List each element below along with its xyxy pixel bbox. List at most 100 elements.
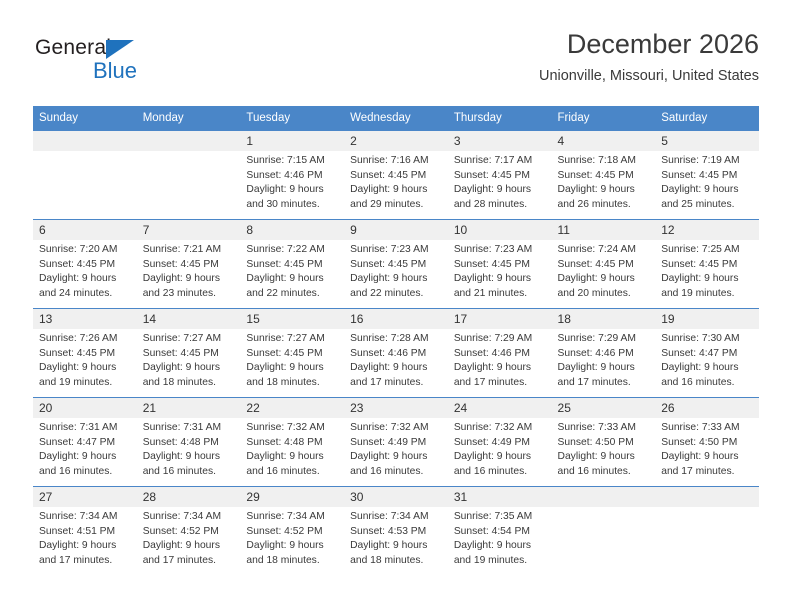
day-cell[interactable]: 15 Sunrise: 7:27 AM Sunset: 4:45 PM Dayl… <box>240 308 345 398</box>
day-cell[interactable]: 8 Sunrise: 7:22 AM Sunset: 4:45 PM Dayli… <box>240 219 345 309</box>
sunrise-text: Sunrise: 7:23 AM <box>350 244 429 255</box>
day-number: 17 <box>447 309 552 329</box>
sunset-text: Sunset: 4:45 PM <box>39 258 116 270</box>
day-details: Sunrise: 7:16 AM Sunset: 4:45 PM Dayligh… <box>344 151 448 212</box>
page-subtitle: Unionville, Missouri, United States <box>538 68 759 84</box>
day-cell[interactable]: 10 Sunrise: 7:23 AM Sunset: 4:45 PM Dayl… <box>447 219 552 309</box>
sunrise-text: Sunrise: 7:34 AM <box>39 511 118 522</box>
day-cell[interactable]: 2 Sunrise: 7:16 AM Sunset: 4:45 PM Dayli… <box>344 131 448 220</box>
day-cell[interactable]: 22 Sunrise: 7:32 AM Sunset: 4:48 PM Dayl… <box>240 397 345 487</box>
daylight-text-line2: and 17 minutes. <box>39 554 113 566</box>
day-cell[interactable]: 18 Sunrise: 7:29 AM Sunset: 4:46 PM Dayl… <box>551 308 656 398</box>
sunset-text: Sunset: 4:46 PM <box>350 347 427 359</box>
day-cell[interactable]: 6 Sunrise: 7:20 AM Sunset: 4:45 PM Dayli… <box>33 219 137 309</box>
day-cell[interactable]: 26 Sunrise: 7:33 AM Sunset: 4:50 PM Dayl… <box>655 397 759 487</box>
day-cell[interactable]: 4 Sunrise: 7:18 AM Sunset: 4:45 PM Dayli… <box>551 131 656 220</box>
day-cell[interactable]: 5 Sunrise: 7:19 AM Sunset: 4:45 PM Dayli… <box>655 131 759 220</box>
weekday-header-thursday: Thursday <box>447 106 552 131</box>
sunrise-text: Sunrise: 7:20 AM <box>39 244 118 255</box>
day-cell[interactable]: 13 Sunrise: 7:26 AM Sunset: 4:45 PM Dayl… <box>33 308 137 398</box>
calendar-body: 1 Sunrise: 7:15 AM Sunset: 4:46 PM Dayli… <box>33 131 759 575</box>
page-title: December 2026 <box>566 29 759 59</box>
daylight-text-line1: Daylight: 9 hours <box>661 184 739 196</box>
day-cell[interactable] <box>136 131 241 220</box>
daylight-text-line1: Daylight: 9 hours <box>557 451 635 463</box>
day-cell[interactable]: 30 Sunrise: 7:34 AM Sunset: 4:53 PM Dayl… <box>344 486 448 575</box>
daylight-text-line1: Daylight: 9 hours <box>453 540 532 552</box>
weekday-header-row: Sunday Monday Tuesday Wednesday Thursday… <box>33 106 759 131</box>
week-row: 27 Sunrise: 7:34 AM Sunset: 4:51 PM Dayl… <box>33 486 759 575</box>
day-details: Sunrise: 7:15 AM Sunset: 4:46 PM Dayligh… <box>240 151 344 212</box>
daylight-text-line1: Daylight: 9 hours <box>142 451 220 463</box>
day-cell[interactable]: 14 Sunrise: 7:27 AM Sunset: 4:45 PM Dayl… <box>136 308 241 398</box>
day-details: Sunrise: 7:31 AM Sunset: 4:48 PM Dayligh… <box>137 418 241 479</box>
day-cell[interactable]: 27 Sunrise: 7:34 AM Sunset: 4:51 PM Dayl… <box>33 486 137 575</box>
day-cell[interactable]: 21 Sunrise: 7:31 AM Sunset: 4:48 PM Dayl… <box>136 397 241 487</box>
day-details: Sunrise: 7:35 AM Sunset: 4:54 PM Dayligh… <box>448 507 552 568</box>
general-blue-logo: General Blue <box>33 36 233 90</box>
sunset-text: Sunset: 4:49 PM <box>453 436 530 448</box>
sunrise-text: Sunrise: 7:32 AM <box>246 422 325 433</box>
day-number: 2 <box>344 131 448 151</box>
day-details: Sunrise: 7:34 AM Sunset: 4:53 PM Dayligh… <box>344 507 448 568</box>
daylight-text-line2: and 17 minutes. <box>661 465 735 477</box>
daylight-text-line1: Daylight: 9 hours <box>350 362 428 374</box>
day-cell[interactable]: 1 Sunrise: 7:15 AM Sunset: 4:46 PM Dayli… <box>240 131 345 220</box>
day-details: Sunrise: 7:22 AM Sunset: 4:45 PM Dayligh… <box>240 240 344 301</box>
day-cell[interactable]: 28 Sunrise: 7:34 AM Sunset: 4:52 PM Dayl… <box>136 486 241 575</box>
daylight-text-line1: Daylight: 9 hours <box>142 273 220 285</box>
day-cell[interactable]: 9 Sunrise: 7:23 AM Sunset: 4:45 PM Dayli… <box>344 219 448 309</box>
daylight-text-line2: and 16 minutes. <box>142 465 216 477</box>
day-cell[interactable]: 11 Sunrise: 7:24 AM Sunset: 4:45 PM Dayl… <box>551 219 656 309</box>
day-details: Sunrise: 7:33 AM Sunset: 4:50 PM Dayligh… <box>552 418 656 479</box>
day-cell[interactable]: 16 Sunrise: 7:28 AM Sunset: 4:46 PM Dayl… <box>344 308 448 398</box>
day-number: 14 <box>136 309 241 329</box>
sunset-text: Sunset: 4:45 PM <box>661 258 738 270</box>
day-cell[interactable]: 20 Sunrise: 7:31 AM Sunset: 4:47 PM Dayl… <box>33 397 137 487</box>
sunrise-text: Sunrise: 7:31 AM <box>142 422 222 433</box>
sunset-text: Sunset: 4:45 PM <box>142 258 219 270</box>
daylight-text-line1: Daylight: 9 hours <box>246 184 324 196</box>
sunset-text: Sunset: 4:47 PM <box>39 436 116 448</box>
day-cell[interactable] <box>655 486 759 575</box>
sunrise-text: Sunrise: 7:21 AM <box>142 244 222 255</box>
sunrise-text: Sunrise: 7:34 AM <box>350 511 429 522</box>
day-cell[interactable]: 24 Sunrise: 7:32 AM Sunset: 4:49 PM Dayl… <box>447 397 552 487</box>
day-number: 29 <box>240 487 345 507</box>
day-details: Sunrise: 7:34 AM Sunset: 4:51 PM Dayligh… <box>33 507 137 568</box>
day-cell[interactable]: 19 Sunrise: 7:30 AM Sunset: 4:47 PM Dayl… <box>655 308 759 398</box>
daylight-text-line2: and 19 minutes. <box>39 376 113 388</box>
daylight-text-line2: and 25 minutes. <box>661 198 735 210</box>
daylight-text-line1: Daylight: 9 hours <box>142 362 220 374</box>
day-cell[interactable] <box>33 131 137 220</box>
day-cell[interactable]: 12 Sunrise: 7:25 AM Sunset: 4:45 PM Dayl… <box>655 219 759 309</box>
day-number: 26 <box>655 398 759 418</box>
day-cell[interactable]: 23 Sunrise: 7:32 AM Sunset: 4:49 PM Dayl… <box>344 397 448 487</box>
day-cell[interactable] <box>551 486 656 575</box>
sunrise-text: Sunrise: 7:19 AM <box>661 155 740 166</box>
day-number: 27 <box>33 487 137 507</box>
daylight-text-line2: and 28 minutes. <box>453 198 528 210</box>
daylight-text-line1: Daylight: 9 hours <box>350 273 428 285</box>
day-number: 20 <box>33 398 137 418</box>
day-cell[interactable]: 25 Sunrise: 7:33 AM Sunset: 4:50 PM Dayl… <box>551 397 656 487</box>
daylight-text-line2: and 18 minutes. <box>246 554 320 566</box>
daylight-text-line2: and 22 minutes. <box>246 287 320 299</box>
day-cell[interactable]: 17 Sunrise: 7:29 AM Sunset: 4:46 PM Dayl… <box>447 308 552 398</box>
day-cell[interactable]: 31 Sunrise: 7:35 AM Sunset: 4:54 PM Dayl… <box>447 486 552 575</box>
sunset-text: Sunset: 4:49 PM <box>350 436 427 448</box>
weekday-header-saturday: Saturday <box>655 106 759 131</box>
day-number: 12 <box>655 220 759 240</box>
sunset-text: Sunset: 4:48 PM <box>142 436 219 448</box>
day-cell[interactable]: 29 Sunrise: 7:34 AM Sunset: 4:52 PM Dayl… <box>240 486 345 575</box>
day-details: Sunrise: 7:24 AM Sunset: 4:45 PM Dayligh… <box>552 240 656 301</box>
day-cell[interactable]: 3 Sunrise: 7:17 AM Sunset: 4:45 PM Dayli… <box>447 131 552 220</box>
day-cell[interactable]: 7 Sunrise: 7:21 AM Sunset: 4:45 PM Dayli… <box>136 219 241 309</box>
day-details: Sunrise: 7:27 AM Sunset: 4:45 PM Dayligh… <box>240 329 344 390</box>
daylight-text-line2: and 19 minutes. <box>661 287 735 299</box>
sunset-text: Sunset: 4:45 PM <box>350 169 427 181</box>
day-details: Sunrise: 7:20 AM Sunset: 4:45 PM Dayligh… <box>33 240 137 301</box>
day-number: 25 <box>551 398 656 418</box>
day-details: Sunrise: 7:26 AM Sunset: 4:45 PM Dayligh… <box>33 329 137 390</box>
